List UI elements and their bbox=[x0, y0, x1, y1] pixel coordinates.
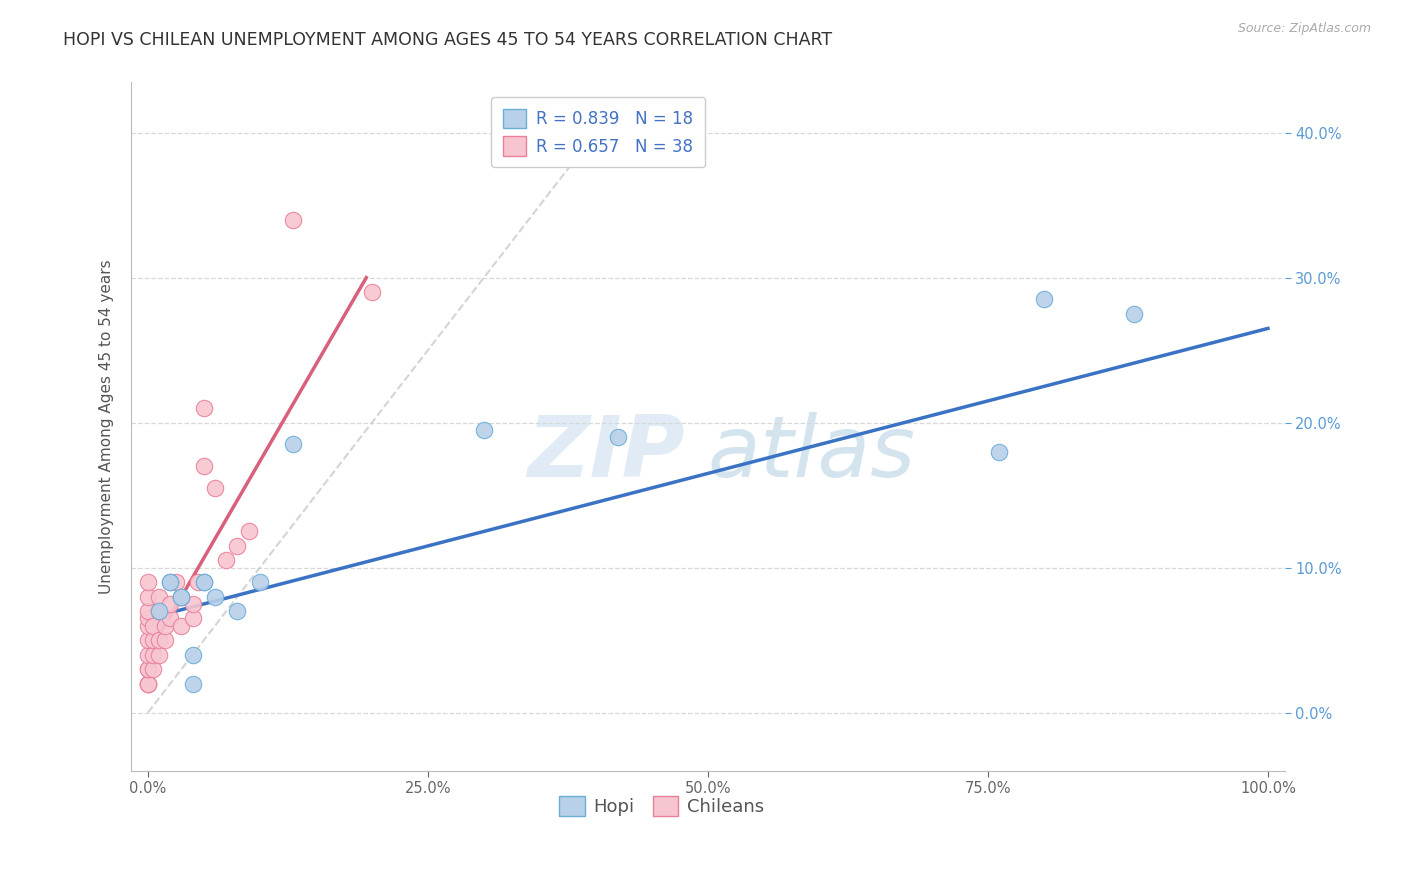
Point bbox=[226, 539, 249, 553]
Text: atlas: atlas bbox=[707, 412, 915, 495]
Point bbox=[148, 633, 170, 648]
Point bbox=[136, 604, 159, 618]
Y-axis label: Unemployment Among Ages 45 to 54 years: Unemployment Among Ages 45 to 54 years bbox=[100, 259, 114, 593]
Point bbox=[215, 553, 238, 567]
Point bbox=[204, 481, 226, 495]
Point bbox=[193, 401, 215, 416]
Point bbox=[136, 590, 159, 604]
Point bbox=[136, 618, 159, 632]
Point bbox=[283, 212, 305, 227]
Point bbox=[148, 604, 170, 618]
Point bbox=[283, 437, 305, 451]
Point bbox=[187, 575, 209, 590]
Text: ZIP: ZIP bbox=[527, 412, 685, 495]
Point bbox=[142, 648, 165, 662]
Point bbox=[136, 676, 159, 690]
Point bbox=[136, 662, 159, 676]
Point bbox=[136, 676, 159, 690]
Point bbox=[249, 575, 271, 590]
Text: Source: ZipAtlas.com: Source: ZipAtlas.com bbox=[1237, 22, 1371, 36]
Point bbox=[238, 524, 260, 539]
Text: HOPI VS CHILEAN UNEMPLOYMENT AMONG AGES 45 TO 54 YEARS CORRELATION CHART: HOPI VS CHILEAN UNEMPLOYMENT AMONG AGES … bbox=[63, 31, 832, 49]
Point bbox=[136, 662, 159, 676]
Point bbox=[136, 633, 159, 648]
Point bbox=[170, 590, 193, 604]
Point bbox=[360, 285, 382, 300]
Point bbox=[181, 676, 204, 690]
Point bbox=[170, 590, 193, 604]
Point bbox=[159, 611, 181, 625]
Point bbox=[193, 575, 215, 590]
Point bbox=[148, 590, 170, 604]
Point bbox=[148, 604, 170, 618]
Point bbox=[181, 611, 204, 625]
Point bbox=[193, 459, 215, 474]
Point bbox=[159, 597, 181, 611]
Point bbox=[142, 618, 165, 632]
Point bbox=[136, 575, 159, 590]
Point bbox=[181, 648, 204, 662]
Point bbox=[136, 611, 159, 625]
Point bbox=[165, 575, 187, 590]
Point bbox=[226, 604, 249, 618]
Point bbox=[181, 597, 204, 611]
Legend: Hopi, Chileans: Hopi, Chileans bbox=[553, 789, 772, 823]
Point bbox=[142, 662, 165, 676]
Point bbox=[142, 633, 165, 648]
Point bbox=[472, 423, 495, 437]
Point bbox=[153, 618, 176, 632]
Point bbox=[159, 575, 181, 590]
Point bbox=[148, 648, 170, 662]
Point bbox=[170, 590, 193, 604]
Point bbox=[153, 633, 176, 648]
Point bbox=[607, 430, 630, 444]
Point bbox=[136, 676, 159, 690]
Point bbox=[170, 618, 193, 632]
Point bbox=[1122, 307, 1144, 321]
Point bbox=[204, 590, 226, 604]
Point bbox=[988, 444, 1011, 458]
Point bbox=[159, 575, 181, 590]
Point bbox=[136, 648, 159, 662]
Point bbox=[1032, 293, 1054, 307]
Point bbox=[193, 575, 215, 590]
